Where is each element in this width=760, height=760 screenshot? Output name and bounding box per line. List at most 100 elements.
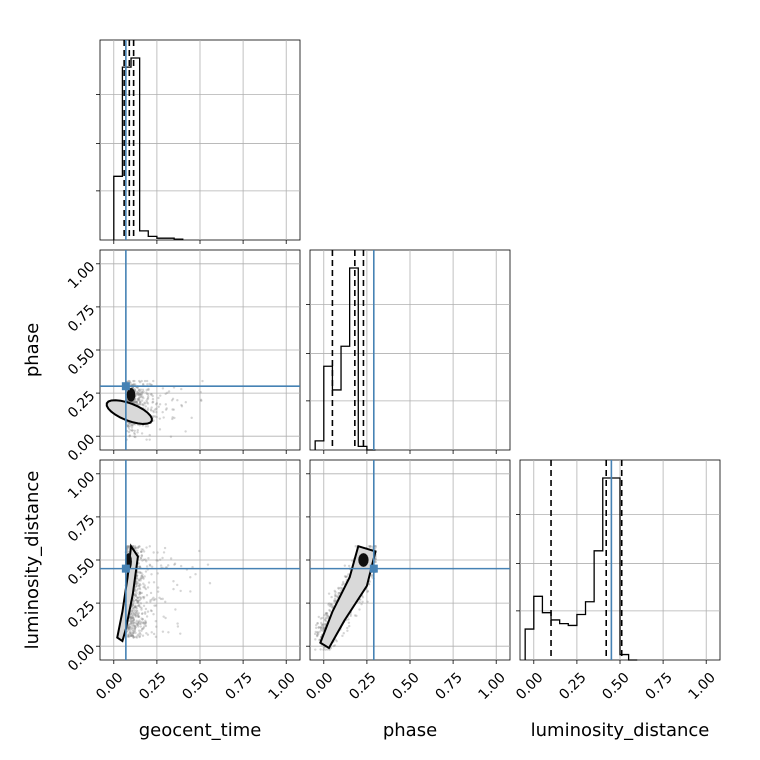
panel-phase-vs-luminosity-distance-sample-point bbox=[321, 624, 324, 627]
panel-geocent-time-vs-luminosity-distance-sample-point bbox=[149, 600, 152, 603]
ylabel-luminosity-distance: luminosity_distance bbox=[22, 471, 43, 650]
panel-phase-vs-luminosity-distance-sample-point bbox=[361, 600, 364, 604]
panel-geocent-time-vs-phase-sample-point bbox=[172, 408, 175, 411]
panels: 0.00 0.25 0.50 0.75 1.00 0.00 0.25 0.50 0.75 1.00… bbox=[65, 39, 721, 703]
panel-geocent-time-vs-luminosity-distance-sample-point bbox=[131, 629, 135, 633]
panel-geocent-time-vs-luminosity-distance-sample-point bbox=[137, 620, 140, 624]
panel-geocent-time-vs-phase-sample-point bbox=[135, 400, 138, 404]
ytick-label: 0.75 bbox=[65, 512, 98, 545]
panel-geocent-time-vs-luminosity-distance-sample-point bbox=[151, 598, 154, 601]
panel-phase-vs-luminosity-distance-sample-point bbox=[370, 574, 373, 577]
panel-phase-vs-luminosity-distance-sample-point bbox=[346, 626, 349, 630]
panel-geocent-time-vs-luminosity-distance-sample-point bbox=[138, 565, 141, 569]
panel-geocent-time-vs-luminosity-distance-sample-point bbox=[134, 585, 137, 588]
panel-geocent-time-vs-phase-sample-point bbox=[136, 392, 140, 395]
panel-geocent-time-vs-luminosity-distance-sample-point bbox=[137, 633, 140, 636]
panel-geocent-time-vs-phase-sample-point bbox=[136, 403, 140, 406]
panel-geocent-time-vs-phase-sample-point bbox=[136, 398, 140, 401]
panel-geocent-time-vs-luminosity-distance-sample-point bbox=[131, 634, 135, 638]
panel-geocent-time-vs-luminosity-distance-sample-point bbox=[144, 620, 148, 624]
panel-geocent-time-vs-luminosity-distance-sample-point bbox=[153, 604, 156, 607]
panel-geocent-time-vs-phase-sample-point bbox=[155, 402, 159, 405]
xtick-label: 1.00 bbox=[476, 670, 509, 703]
panel-geocent-time-vs-phase-sample-point bbox=[148, 382, 151, 386]
panel-geocent-time-vs-luminosity-distance-sample-point bbox=[191, 565, 194, 569]
panel-geocent-time-vs-luminosity-distance-sample-point bbox=[143, 586, 147, 589]
panel-geocent-time-vs-luminosity-distance-sample-point bbox=[146, 633, 150, 636]
panel-geocent-time-vs-luminosity-distance-sample-point bbox=[154, 598, 157, 601]
panel-hist-phase bbox=[306, 249, 511, 454]
panel-geocent-time-vs-luminosity-distance-sample-point bbox=[138, 570, 142, 574]
panel-phase-vs-luminosity-distance-sample-point bbox=[330, 595, 333, 599]
panel-geocent-time-vs-luminosity-distance-sample-point bbox=[134, 626, 137, 629]
panel-phase-vs-luminosity-distance-sample-point bbox=[321, 629, 324, 632]
panel-geocent-time-vs-luminosity-distance-sample-point bbox=[132, 624, 136, 628]
panel-geocent-time-vs-phase-sample-point bbox=[164, 403, 168, 406]
panel-geocent-time-vs-luminosity-distance-sample-point bbox=[131, 603, 135, 607]
panel-geocent-time-vs-luminosity-distance-sample-point bbox=[138, 565, 141, 568]
panel-geocent-time-vs-luminosity-distance-sample-point bbox=[173, 562, 177, 565]
panel-geocent-time-vs-luminosity-distance-sample-point bbox=[142, 585, 145, 589]
panel-phase-vs-luminosity-distance-sample-point bbox=[317, 632, 320, 636]
panel-geocent-time-vs-luminosity-distance-sample-point bbox=[156, 559, 159, 562]
panel-geocent-time-vs-luminosity-distance-sample-point bbox=[140, 617, 143, 620]
panel-phase-vs-luminosity-distance-sample-point bbox=[316, 622, 319, 625]
panel-geocent-time-vs-luminosity-distance-sample-point bbox=[136, 577, 139, 580]
panel-geocent-time-vs-luminosity-distance-sample-point bbox=[126, 629, 129, 632]
panel-geocent-time-vs-luminosity-distance-sample-point bbox=[164, 616, 167, 620]
panel-geocent-time-vs-luminosity-distance-sample-point bbox=[142, 577, 145, 580]
panel-geocent-time-vs-phase-sample-point bbox=[140, 399, 144, 402]
panel-geocent-time-vs-luminosity-distance-sample-point bbox=[129, 620, 133, 623]
panel-geocent-time-vs-phase-sample-point bbox=[143, 379, 147, 383]
panel-phase-vs-luminosity-distance-sample-point bbox=[320, 621, 323, 625]
panel-phase-vs-luminosity-distance-sample-point bbox=[327, 592, 331, 595]
panel-geocent-time-vs-phase-sample-point bbox=[180, 405, 184, 408]
panel-geocent-time-vs-luminosity-distance-sample-point bbox=[138, 631, 142, 635]
panel-phase-vs-luminosity-distance-sample-point bbox=[318, 630, 321, 633]
panel-geocent-time-vs-luminosity-distance-sample-point bbox=[137, 584, 141, 587]
panel-geocent-time-vs-phase-sample-point bbox=[139, 388, 143, 391]
panel-geocent-time-vs-luminosity-distance-sample-point bbox=[135, 579, 138, 583]
panel-geocent-time-vs-phase-sample-point bbox=[147, 393, 150, 396]
panel-geocent-time-vs-phase-sample-point bbox=[136, 386, 139, 389]
panel-geocent-time-vs-luminosity-distance-sample-point bbox=[131, 604, 134, 607]
panel-phase-vs-luminosity-distance-sample-point bbox=[368, 545, 372, 549]
panel-geocent-time-vs-phase-sample-point bbox=[138, 403, 141, 406]
panel-phase-vs-luminosity-distance-sample-point bbox=[337, 594, 340, 597]
panel-phase-vs-luminosity-distance-sample-point bbox=[324, 648, 327, 651]
panel-phase-vs-luminosity-distance-sample-point bbox=[333, 589, 336, 593]
panel-geocent-time-vs-phase-sample-point bbox=[134, 435, 137, 439]
panel-phase-vs-luminosity-distance-sample-point bbox=[316, 634, 319, 637]
panel-geocent-time-vs-luminosity-distance-sample-point bbox=[136, 596, 139, 600]
panel-geocent-time-vs-phase-sample-point bbox=[145, 438, 148, 441]
panel-geocent-time-vs-luminosity-distance-sample-point bbox=[161, 630, 165, 633]
ytick-label: 1.00 bbox=[65, 259, 98, 292]
panel-geocent-time-vs-luminosity-distance-sample-point bbox=[134, 546, 137, 549]
panel-geocent-time-vs-luminosity-distance-sample-point bbox=[150, 573, 153, 576]
panel-phase-vs-luminosity-distance-sample-point bbox=[347, 621, 351, 624]
panel-geocent-time-vs-luminosity-distance-sample-point bbox=[136, 609, 139, 613]
panel-geocent-time-vs-luminosity-distance-sample-point bbox=[138, 587, 142, 591]
panel-geocent-time-vs-luminosity-distance-sample-point bbox=[136, 613, 140, 616]
panel-phase-vs-luminosity-distance-sample-point bbox=[332, 644, 336, 648]
panel-geocent-time-vs-luminosity-distance-sample-point bbox=[130, 617, 133, 620]
panel-geocent-time-vs-phase-sample-point bbox=[133, 379, 136, 383]
panel-geocent-time-vs-phase-sample-point bbox=[190, 416, 193, 420]
panel-geocent-time-vs-phase-sample-point bbox=[126, 425, 130, 428]
panel-geocent-time-vs-luminosity-distance-sample-point bbox=[130, 622, 134, 625]
panel-geocent-time-vs-phase-sample-point bbox=[153, 415, 157, 418]
panel-geocent-time-vs-phase-sample-point bbox=[138, 390, 142, 394]
panel-geocent-time-vs-phase-sample-point bbox=[139, 401, 142, 404]
panel-phase-vs-luminosity-distance-sample-point bbox=[324, 619, 328, 623]
panel-geocent-time-vs-phase-sample-point bbox=[128, 435, 131, 438]
panel-geocent-time-vs-phase-sample-point bbox=[167, 390, 171, 393]
panel-geocent-time-vs-phase-sample-point bbox=[127, 379, 130, 383]
panel-geocent-time-vs-phase-sample-point bbox=[171, 416, 174, 419]
panel-geocent-time-vs-luminosity-distance-sample-point bbox=[133, 626, 137, 629]
panel-geocent-time-vs-phase-sample-point bbox=[135, 400, 139, 403]
panel-geocent-time-vs-phase-sample-point bbox=[131, 424, 134, 427]
panel-phase-vs-luminosity-distance-sample-point bbox=[337, 591, 340, 595]
ytick-label: 0.00 bbox=[65, 431, 98, 464]
panel-geocent-time-vs-phase-sample-point bbox=[133, 435, 136, 438]
